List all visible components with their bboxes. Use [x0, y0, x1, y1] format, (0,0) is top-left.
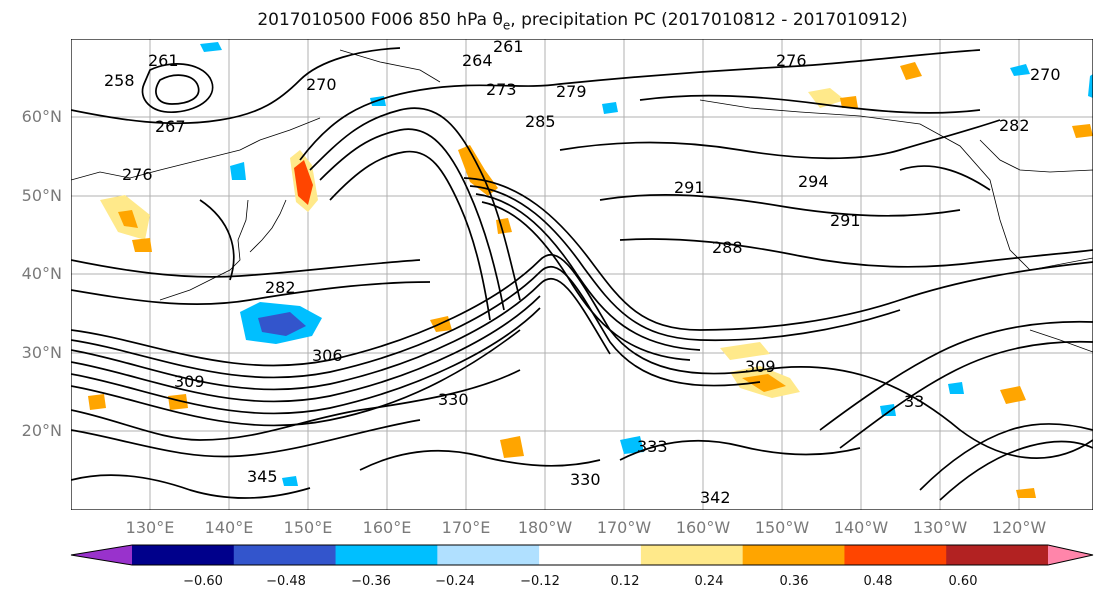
lon-label: 170°W	[596, 518, 652, 537]
colorbar-cell	[946, 545, 1049, 565]
lon-label: 160°W	[675, 518, 731, 537]
colorbar-tick-label: −0.36	[351, 574, 391, 589]
colorbar-cell	[539, 545, 642, 565]
contour-label: 267	[155, 117, 186, 136]
contour-label: 291	[674, 178, 705, 197]
contour-label: 342	[700, 488, 731, 507]
title-subscript: e	[502, 18, 511, 33]
lon-label: 140°E	[204, 518, 254, 537]
lat-label: 60°N	[21, 107, 62, 126]
colorbar-cell	[132, 545, 235, 565]
contour-label: 273	[486, 80, 517, 99]
contour-label: 276	[776, 51, 807, 70]
contour-label: 282	[999, 116, 1030, 135]
contour-label: 270	[1030, 65, 1061, 84]
lon-label: 150°W	[754, 518, 810, 537]
lon-label: 140°W	[833, 518, 889, 537]
contour-label: 261	[148, 51, 179, 70]
colorbar-cell	[233, 545, 337, 565]
contour-label: 345	[247, 467, 278, 486]
contour-label: 309	[174, 372, 205, 391]
contour-label: 294	[798, 172, 829, 191]
lat-label: 50°N	[21, 186, 62, 205]
colorbar-tick-label: 0.36	[779, 574, 809, 589]
contour-label: 309	[745, 357, 776, 376]
colorbar-tick-label: 0.12	[610, 574, 640, 589]
title-suffix: , precipitation PC (2017010812 - 2017010…	[510, 10, 908, 30]
colorbar-cell	[437, 545, 540, 565]
colorbar-cell	[335, 545, 438, 565]
colorbar-extend-right	[1048, 545, 1093, 565]
colorbar-tick-label: −0.48	[266, 574, 306, 589]
coastlines	[71, 49, 1093, 353]
lon-label: 130°W	[912, 518, 968, 537]
colorbar-tick-label: −0.60	[183, 574, 223, 589]
lon-label: 120°W	[991, 518, 1047, 537]
contour-label: 330	[570, 470, 601, 489]
contour-label: 276	[122, 165, 153, 184]
lon-label: 160°E	[362, 518, 412, 537]
colorbar-cells	[132, 545, 1049, 565]
colorbar-tick-label: 0.60	[948, 574, 978, 589]
colorbar-cell	[640, 545, 744, 565]
lon-label: 180°W	[517, 518, 573, 537]
contour-label: 279	[556, 82, 587, 101]
colorbar-tick-label: 0.24	[694, 574, 724, 589]
lat-label: 40°N	[21, 264, 62, 283]
title-prefix: 2017010500 F006 850 hPa θ	[257, 10, 503, 30]
contour-label-layer: 261 264 261 276 258 270 273 279 285 270 …	[104, 37, 1061, 507]
contour-label: 258	[104, 71, 135, 90]
colorbar-cell	[742, 545, 845, 565]
contour-label: 33	[904, 392, 924, 411]
contour-label: 288	[712, 238, 743, 257]
map-title: 2017010500 F006 850 hPa θe, precipitatio…	[0, 10, 1105, 32]
contour-label: 333	[637, 437, 668, 456]
lon-label: 170°E	[441, 518, 491, 537]
lat-label: 30°N	[21, 343, 62, 362]
colorbar-cell	[844, 545, 947, 565]
contour-label: 285	[525, 112, 556, 131]
lon-label: 150°E	[283, 518, 333, 537]
colorbar	[70, 544, 1094, 566]
contour-label: 261	[493, 37, 524, 56]
contour-label: 330	[438, 390, 469, 409]
theta-e-contours	[71, 47, 1093, 501]
contour-label: 282	[265, 278, 296, 297]
contour-label: 306	[312, 346, 343, 365]
colorbar-extend-left	[71, 545, 132, 565]
lat-label: 20°N	[21, 421, 62, 440]
colorbar-tick-label: −0.12	[520, 574, 560, 589]
contour-label: 270	[306, 75, 337, 94]
contour-label: 291	[830, 211, 861, 230]
colorbar-tick-label: 0.48	[863, 574, 893, 589]
colorbar-tick-label: −0.24	[435, 574, 475, 589]
lon-label: 130°E	[125, 518, 175, 537]
contour-label: 264	[462, 51, 493, 70]
